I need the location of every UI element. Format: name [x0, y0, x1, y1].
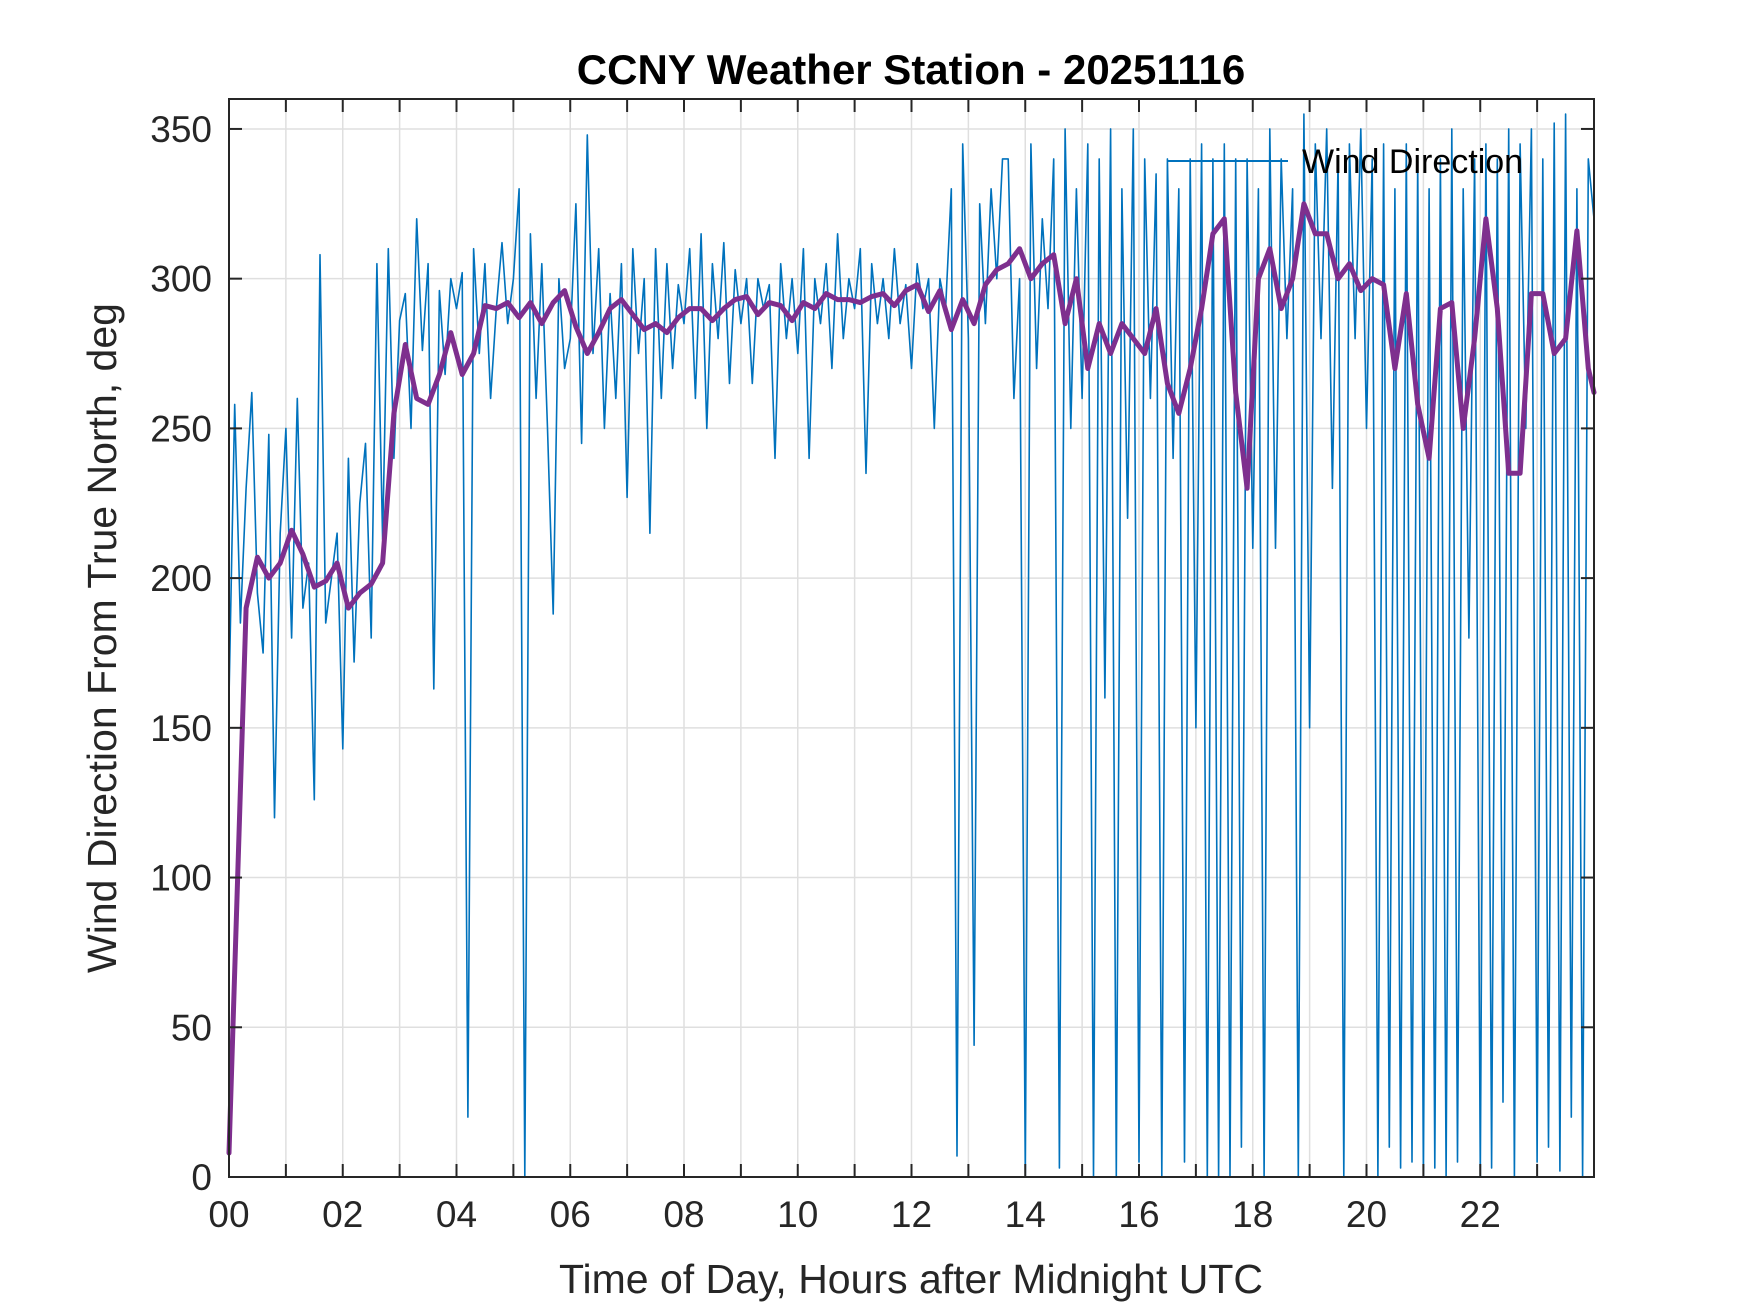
- y-tick-label: 150: [150, 708, 212, 749]
- y-tick-label: 350: [150, 109, 212, 150]
- x-tick-label: 20: [1346, 1194, 1387, 1235]
- tick-labels: 00 02 04 06 08 10 12 14 16 18 20 22 0 50 100 150 200 250 3…: [150, 109, 1501, 1235]
- x-tick-label: 10: [777, 1194, 818, 1235]
- x-tick-label: 12: [891, 1194, 932, 1235]
- x-axis-title: Time of Day, Hours after Midnight UTC: [559, 1256, 1263, 1302]
- x-tick-label: 18: [1232, 1194, 1273, 1235]
- x-tick-label: 00: [208, 1194, 249, 1235]
- x-tick-label: 22: [1460, 1194, 1501, 1235]
- y-tick-label: 200: [150, 558, 212, 599]
- legend: Wind Direction: [1167, 143, 1523, 181]
- x-tick-label: 16: [1118, 1194, 1159, 1235]
- y-tick-label: 0: [191, 1157, 212, 1198]
- x-tick-label: 04: [436, 1194, 477, 1235]
- wind-direction-line: [228, 113, 1595, 1178]
- y-tick-label: 300: [150, 259, 212, 300]
- running-mean-line: [226, 201, 1597, 1156]
- x-tick-label: 08: [663, 1194, 704, 1235]
- y-tick-label: 100: [150, 858, 212, 899]
- chart-title: CCNY Weather Station - 20251116: [577, 46, 1245, 93]
- legend-label-wind-direction: Wind Direction: [1302, 143, 1523, 181]
- grid: [229, 99, 1594, 1177]
- ticks: [228, 99, 1594, 1178]
- y-axis-title: Wind Direction From True North, deg: [79, 303, 125, 973]
- y-tick-label: 250: [150, 408, 212, 449]
- x-tick-label: 06: [550, 1194, 591, 1235]
- y-tick-label: 50: [171, 1007, 212, 1048]
- x-tick-label: 14: [1005, 1194, 1046, 1235]
- series-layer: [226, 113, 1597, 1178]
- x-tick-label: 02: [322, 1194, 363, 1235]
